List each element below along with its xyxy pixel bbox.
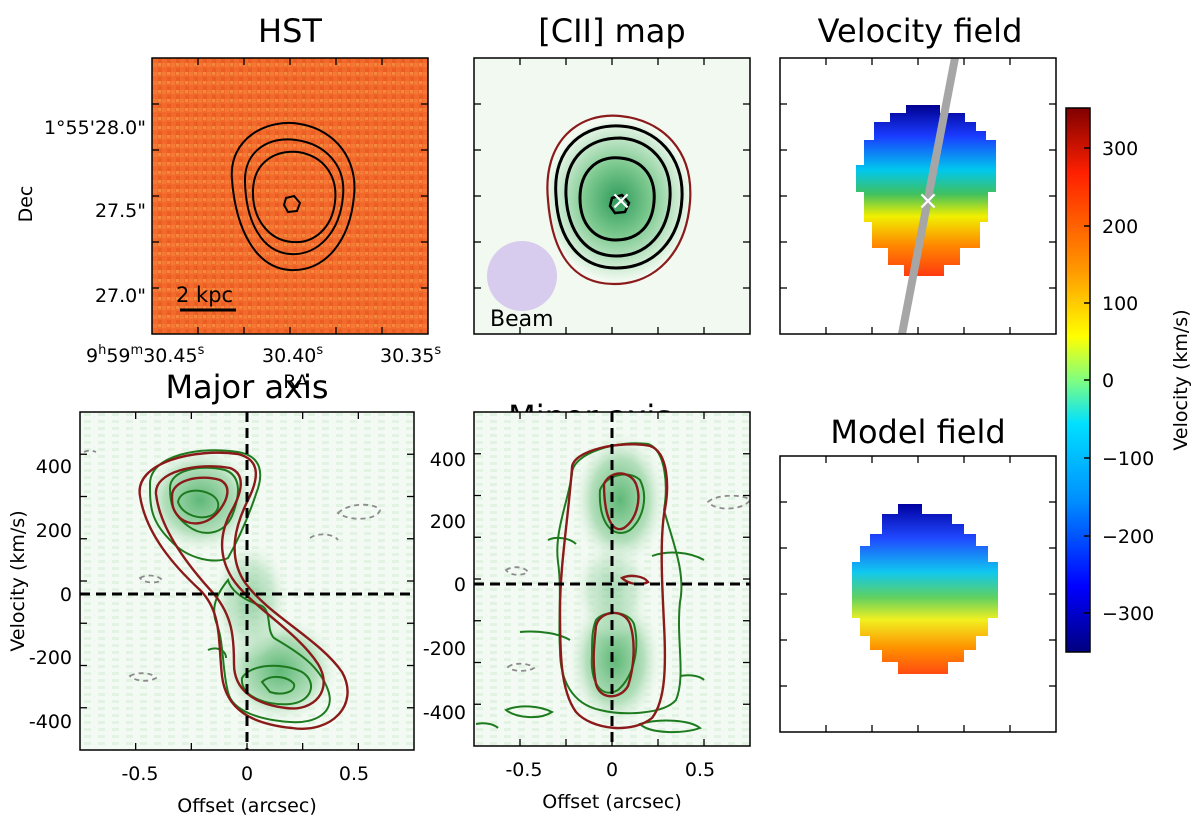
major-axis-yticks: 400 200 0 -200 -400 bbox=[29, 456, 72, 733]
minor-axis-yticks: 400 200 0 -200 -400 bbox=[423, 449, 466, 724]
ra-tick-label: 30.40s bbox=[262, 343, 323, 367]
model-field-panel: Model field bbox=[779, 413, 1057, 733]
ra-tick-label: 30.35s bbox=[380, 343, 441, 367]
velocity-field-panel: Velocity field × bbox=[779, 12, 1057, 335]
velocity-field-title: Velocity field bbox=[818, 12, 1023, 50]
position-angle-line bbox=[898, 57, 959, 335]
ra-tick-label: 9h59m30.45s bbox=[86, 343, 205, 367]
hst-scalebar: 2 kpc bbox=[176, 283, 236, 312]
model-field-map bbox=[852, 504, 998, 674]
model-field-title: Model field bbox=[830, 413, 1005, 451]
cii-map-panel: [CII] map × Beam bbox=[473, 12, 751, 335]
colorbar-tick-label: 300 bbox=[1102, 138, 1138, 160]
major-axis-title: Major axis bbox=[165, 368, 328, 406]
minor-axis-model-contours bbox=[558, 443, 669, 730]
hst-panel: HST 2 kpc 1°55'28.0" 27.5" 27.0" Dec 9h5… bbox=[15, 12, 441, 393]
minor-ytick-label: 0 bbox=[454, 574, 466, 596]
major-axis-negative-contours bbox=[83, 449, 381, 682]
tick-marks bbox=[80, 58, 1056, 750]
major-ytick-label: 400 bbox=[36, 456, 72, 478]
hst-xlabel: RA bbox=[283, 371, 308, 393]
minor-xtick-label: -0.5 bbox=[505, 759, 542, 781]
minor-ytick-label: 400 bbox=[430, 449, 466, 471]
minor-axis-xticks: -0.5 0 0.5 bbox=[505, 759, 715, 781]
minor-axis-xlabel: Offset (arcsec) bbox=[542, 791, 681, 813]
dec-tick-label: 27.0" bbox=[95, 285, 146, 307]
cii-map-contours bbox=[546, 114, 692, 286]
dec-tick-label: 1°55'28.0" bbox=[44, 117, 146, 139]
hst-dec-ticks: 1°55'28.0" 27.5" 27.0" bbox=[44, 117, 146, 307]
cii-center-marker: × bbox=[610, 186, 632, 216]
colorbar-ticks bbox=[1084, 147, 1090, 614]
colorbar-tick-label: −300 bbox=[1102, 603, 1154, 625]
colorbar-tick-label: −200 bbox=[1102, 526, 1154, 548]
major-axis-panel: Major axis bbox=[7, 368, 415, 817]
hst-ra-ticks: 9h59m30.45s 30.40s 30.35s bbox=[86, 343, 441, 367]
colorbar-tick-label: 200 bbox=[1102, 216, 1138, 238]
velocity-center-marker: × bbox=[917, 186, 939, 216]
beam-label: Beam bbox=[490, 307, 554, 332]
hst-title: HST bbox=[258, 12, 322, 50]
minor-ytick-label: -400 bbox=[423, 702, 466, 724]
minor-ytick-label: -200 bbox=[423, 638, 466, 660]
major-xtick-label: 0 bbox=[241, 763, 253, 785]
major-ytick-label: -200 bbox=[29, 647, 72, 669]
colorbar-label: Velocity (km/s) bbox=[1170, 309, 1192, 450]
minor-axis-panel: Minor axis bbox=[423, 398, 752, 813]
colorbar: 300 200 100 0 −100 −200 −300 Velocity (k… bbox=[1065, 107, 1192, 653]
minor-ytick-label: 200 bbox=[430, 511, 466, 533]
beam-ellipse bbox=[487, 241, 557, 311]
major-xtick-label: 0.5 bbox=[339, 763, 369, 785]
hst-ylabel: Dec bbox=[15, 186, 37, 223]
dec-tick-label: 27.5" bbox=[95, 200, 146, 222]
minor-xtick-label: 0 bbox=[606, 759, 618, 781]
colorbar-tick-label: 0 bbox=[1102, 370, 1114, 392]
major-axis-xlabel: Offset (arcsec) bbox=[177, 795, 316, 817]
minor-axis-negative-contours bbox=[504, 494, 752, 672]
major-axis-ylabel: Velocity (km/s) bbox=[7, 510, 29, 651]
colorbar-tick-label: −100 bbox=[1102, 448, 1154, 470]
major-ytick-label: -400 bbox=[29, 711, 72, 733]
cii-map-title: [CII] map bbox=[538, 12, 685, 50]
major-ytick-label: 0 bbox=[60, 584, 72, 606]
minor-xtick-label: 0.5 bbox=[685, 759, 715, 781]
major-ytick-label: 200 bbox=[36, 520, 72, 542]
colorbar-tick-label: 100 bbox=[1102, 293, 1138, 315]
major-axis-model-contours bbox=[138, 451, 349, 730]
major-axis-xticks: -0.5 0 0.5 bbox=[121, 763, 369, 785]
scalebar-label: 2 kpc bbox=[176, 283, 233, 307]
hst-contours bbox=[230, 122, 356, 272]
major-xtick-label: -0.5 bbox=[121, 763, 158, 785]
